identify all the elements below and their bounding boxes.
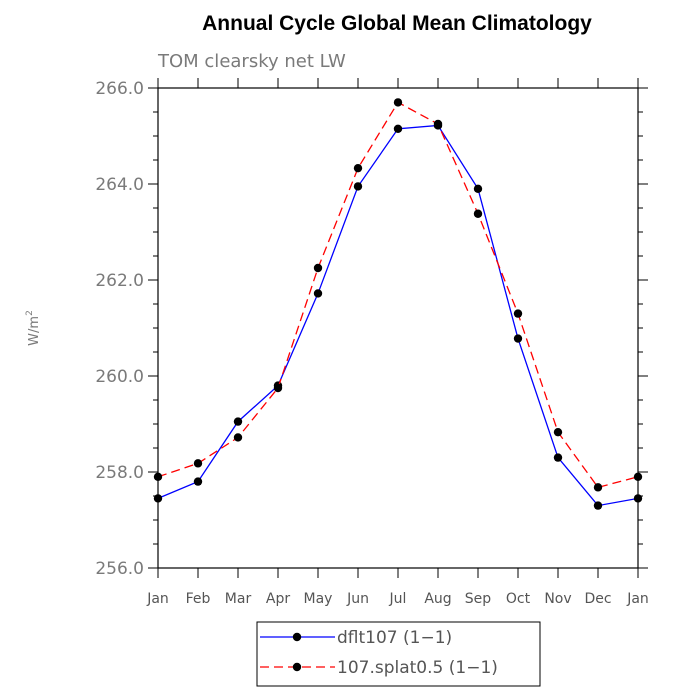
series-2-point — [153, 472, 163, 481]
series-line-2 — [157, 101, 639, 489]
series-1-point — [313, 289, 323, 298]
legend-box — [256, 621, 541, 687]
x-tick-label: Aug — [424, 591, 451, 607]
y-axis-label-base: W/m — [27, 316, 42, 346]
y-tick-label: 258.0 — [95, 463, 144, 483]
y-axis-label-superscript: 2 — [25, 310, 35, 316]
plot-area: 256.0 258.0 260.0 262.0 264.0 266.0 Jan Feb Mar A… — [95, 78, 649, 607]
series-1-point — [553, 453, 563, 462]
legend-marker-1 — [292, 632, 302, 642]
series-2-point — [193, 459, 203, 468]
series-1-point — [593, 501, 603, 510]
series-1-point — [233, 417, 243, 426]
x-tick-label: Oct — [506, 591, 531, 607]
series-1-point — [393, 124, 403, 133]
legend-marker-2 — [292, 662, 302, 672]
y-tick-label: 264.0 — [95, 175, 144, 195]
legend-label-2: 107.splat0.5 (1−1) — [337, 658, 498, 678]
legend-label-1: dflt107 (1−1) — [337, 628, 452, 648]
series-1-point — [153, 494, 163, 503]
x-tick-label: Jan — [626, 591, 649, 607]
series-2-point — [513, 309, 523, 318]
series-2-point — [433, 119, 443, 129]
x-tick-label: Nov — [544, 591, 571, 607]
series-1-point — [473, 184, 483, 193]
chart-title: Annual Cycle Global Mean Climatology — [202, 12, 592, 35]
x-tick-label: Feb — [186, 591, 211, 607]
series-2-point — [593, 483, 603, 492]
series-1-point — [353, 182, 363, 191]
y-tick-label: 262.0 — [95, 271, 144, 291]
series-1-point — [193, 477, 203, 486]
x-tick-label: Dec — [584, 591, 611, 607]
legend: dflt107 (1−1) 107.splat0.5 (1−1) — [256, 621, 541, 687]
x-tick-label: Jul — [389, 591, 407, 607]
y-axis-label: W/m2 — [25, 310, 42, 346]
series-1-point — [633, 494, 643, 503]
x-tick-label: Sep — [465, 591, 492, 607]
series-2-point — [273, 383, 283, 393]
series-2-point — [353, 163, 363, 173]
x-tick-label: Mar — [225, 591, 252, 607]
series-2-point — [313, 263, 323, 273]
y-tick-label: 266.0 — [95, 79, 144, 99]
x-tick-label: Jan — [146, 591, 169, 607]
x-tick-label: May — [304, 591, 333, 607]
series-2-point — [393, 98, 403, 107]
series-2-point — [473, 209, 483, 218]
series-2-point — [633, 472, 643, 481]
x-tick-label: Apr — [266, 591, 290, 607]
x-tick-label: Jun — [346, 591, 369, 607]
series-1-point — [513, 334, 523, 343]
y-tick-label: 256.0 — [95, 559, 144, 579]
plot-frame — [157, 87, 639, 569]
series-line-1 — [157, 124, 639, 507]
series-2-point — [553, 427, 563, 437]
y-tick-label: 260.0 — [95, 367, 144, 387]
series-2-point — [233, 433, 243, 442]
chart-subtitle: TOM clearsky net LW — [157, 51, 346, 72]
